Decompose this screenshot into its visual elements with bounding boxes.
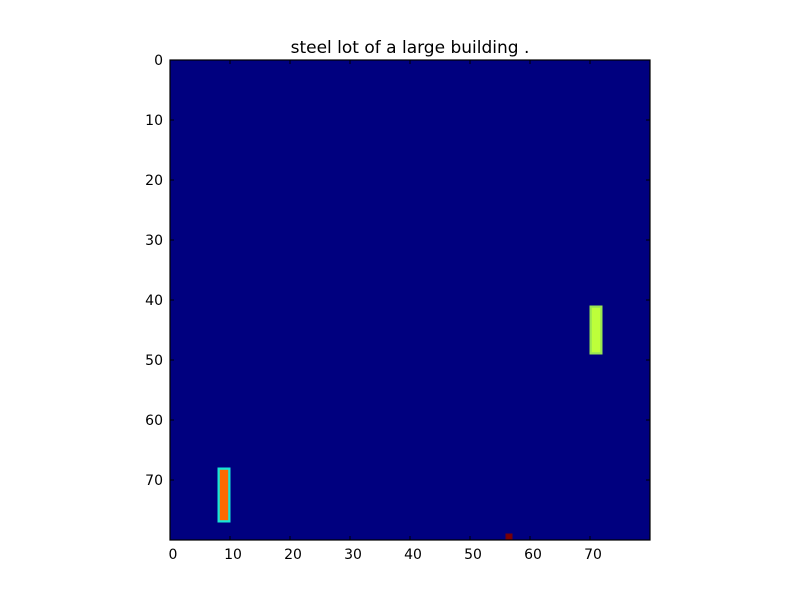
- y-tick-label-0: 0: [154, 53, 163, 69]
- x-tick-label-20: 20: [284, 547, 302, 563]
- x-tick-label-40: 40: [404, 547, 422, 563]
- x-tick-label-70: 70: [584, 547, 602, 563]
- y-tick-label-20: 20: [145, 173, 163, 189]
- y-tick-label-10: 10: [145, 113, 163, 129]
- y-tick-label-60: 60: [145, 413, 163, 429]
- x-tick-label-50: 50: [464, 547, 482, 563]
- y-axis: 0 10 20 30 40 50 60 70: [145, 53, 650, 489]
- x-tick-label-10: 10: [224, 547, 242, 563]
- y-tick-label-30: 30: [145, 233, 163, 249]
- x-axis: 0 10 20 30 40 50 60 70: [169, 60, 602, 563]
- heatmap-region-1: [219, 469, 229, 521]
- y-tick-label-40: 40: [145, 293, 163, 309]
- x-tick-label-30: 30: [344, 547, 362, 563]
- y-tick-label-70: 70: [145, 473, 163, 489]
- x-tick-label-60: 60: [524, 547, 542, 563]
- heatmap-region-3: [507, 535, 511, 539]
- heatmap-background: [170, 60, 650, 540]
- heatmap-regions: [217, 305, 603, 541]
- x-tick-label-0: 0: [169, 547, 178, 563]
- chart-title: steel lot of a large building .: [291, 38, 530, 58]
- y-tick-label-50: 50: [145, 353, 163, 369]
- heatmap-region-2: [591, 307, 601, 353]
- plot-area: [169, 59, 651, 541]
